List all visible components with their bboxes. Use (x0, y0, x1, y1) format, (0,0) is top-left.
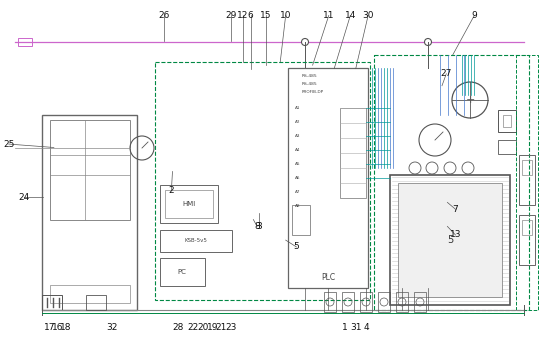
Text: 26: 26 (158, 11, 170, 20)
Text: 5: 5 (447, 235, 453, 245)
Bar (519, 215, 535, 265)
Bar (50, 120, 130, 220)
Text: 28: 28 (172, 323, 184, 332)
Bar (503, 115, 511, 127)
Bar (360, 292, 372, 312)
Text: 24: 24 (18, 193, 29, 202)
Text: 31: 31 (350, 323, 362, 332)
Text: 14: 14 (344, 11, 356, 20)
Bar (155, 62, 370, 300)
Text: HMI: HMI (182, 201, 196, 207)
Bar (414, 292, 426, 312)
Text: 3: 3 (256, 222, 261, 231)
Text: 2: 2 (169, 186, 174, 195)
Text: 10: 10 (280, 11, 292, 20)
Text: 4: 4 (364, 323, 369, 332)
Bar (324, 292, 336, 312)
Bar (86, 295, 106, 310)
Bar (160, 230, 232, 252)
Bar (342, 292, 354, 312)
Bar (50, 285, 130, 303)
Bar (292, 205, 310, 235)
Text: 1: 1 (342, 323, 348, 332)
Bar (519, 155, 535, 205)
Text: 16: 16 (52, 323, 64, 332)
Text: 8: 8 (254, 222, 260, 231)
Text: A3: A3 (295, 134, 301, 138)
Text: 6: 6 (248, 11, 253, 20)
Bar (42, 295, 62, 310)
Text: A1: A1 (295, 106, 300, 110)
Text: 9: 9 (472, 11, 477, 20)
Bar (378, 292, 390, 312)
Text: 15: 15 (260, 11, 272, 20)
Text: 5: 5 (294, 243, 299, 251)
Text: A2: A2 (295, 120, 301, 124)
Bar (160, 185, 218, 223)
Bar (516, 55, 538, 310)
Circle shape (301, 38, 308, 46)
Bar (522, 160, 532, 175)
Bar (165, 190, 213, 218)
Bar (396, 292, 408, 312)
Bar (288, 68, 368, 288)
Text: 30: 30 (362, 11, 374, 20)
Bar (42, 115, 137, 310)
Text: KSB-5v5: KSB-5v5 (184, 238, 208, 244)
Text: PLC: PLC (321, 273, 335, 283)
Text: 21: 21 (215, 323, 227, 332)
Bar (18, 38, 32, 46)
Text: 32: 32 (106, 323, 118, 332)
Text: 22: 22 (188, 323, 198, 332)
Text: PC: PC (177, 269, 186, 275)
Text: RS-485: RS-485 (302, 74, 318, 78)
Text: A5: A5 (295, 162, 301, 166)
Circle shape (425, 38, 432, 46)
Text: 17: 17 (44, 323, 56, 332)
Text: A6: A6 (295, 176, 301, 180)
Text: 19: 19 (206, 323, 218, 332)
Text: 27: 27 (440, 69, 452, 78)
Bar (398, 183, 502, 297)
Text: 7: 7 (453, 205, 458, 214)
Text: 12: 12 (237, 11, 248, 20)
Text: RS-485: RS-485 (302, 82, 318, 86)
Text: PROFIB-DP: PROFIB-DP (302, 90, 324, 94)
Bar (390, 175, 510, 305)
Bar (340, 108, 366, 198)
Text: A4: A4 (295, 148, 300, 152)
Text: 13: 13 (450, 230, 461, 239)
Text: 11: 11 (323, 11, 335, 20)
Text: 20: 20 (197, 323, 209, 332)
Bar (160, 258, 205, 286)
Text: 29: 29 (225, 11, 237, 20)
Text: +: + (465, 95, 475, 105)
Bar (498, 140, 516, 154)
Text: 18: 18 (60, 323, 72, 332)
Bar (498, 110, 516, 132)
Text: A7: A7 (295, 190, 301, 194)
Text: 25: 25 (3, 140, 15, 149)
Bar (374, 55, 529, 310)
Bar (522, 220, 532, 235)
Text: 23: 23 (225, 323, 237, 332)
Text: A8: A8 (295, 204, 301, 208)
